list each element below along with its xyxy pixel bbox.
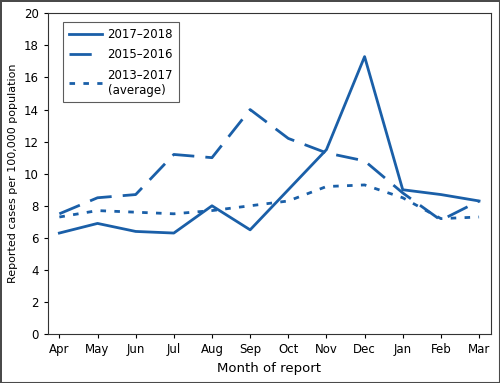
Y-axis label: Reported cases per 100,000 population: Reported cases per 100,000 population [8, 64, 18, 283]
X-axis label: Month of report: Month of report [217, 362, 321, 375]
Legend: 2017–2018, 2015–2016, 2013–2017
(average): 2017–2018, 2015–2016, 2013–2017 (average… [62, 23, 179, 102]
